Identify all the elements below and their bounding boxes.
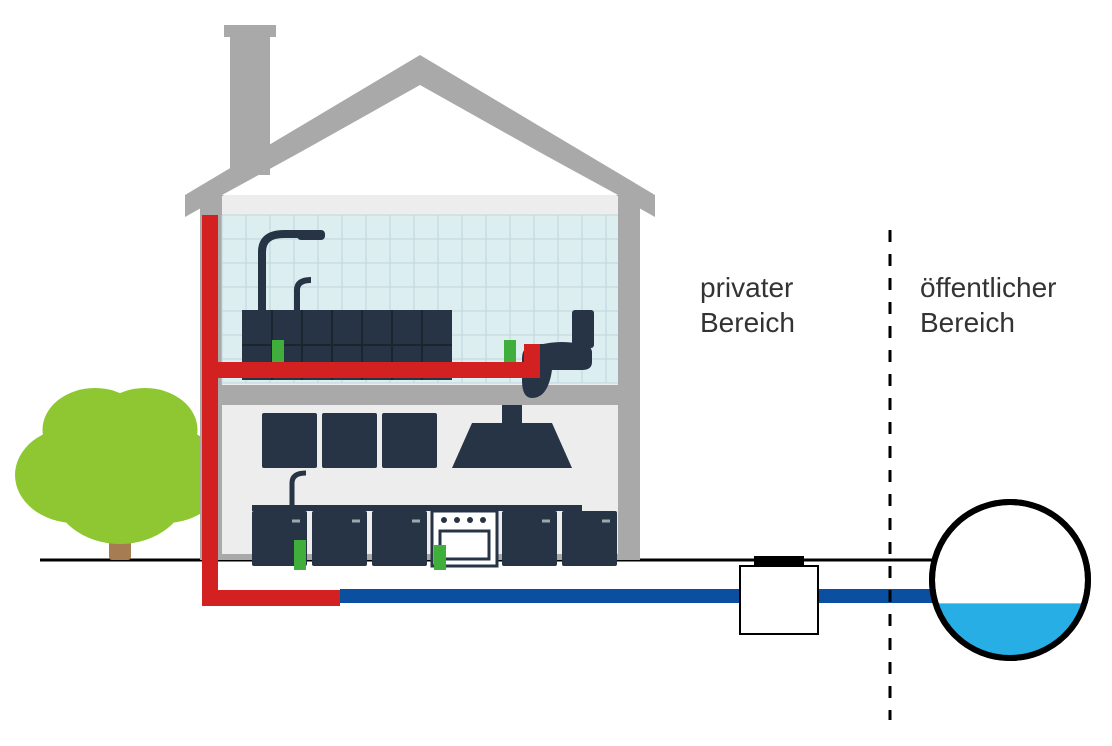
private-area-label: privater Bereich <box>700 270 795 340</box>
private-line1: privater <box>700 270 795 305</box>
public-line1: öffentlicher <box>920 270 1056 305</box>
private-line2: Bereich <box>700 305 795 340</box>
public-area-label: öffentlicher Bereich <box>920 270 1056 340</box>
diagram-svg <box>0 0 1112 746</box>
diagram-stage: { "canvas":{"width":1112,"height":746,"b… <box>0 0 1112 746</box>
public-line2: Bereich <box>920 305 1056 340</box>
